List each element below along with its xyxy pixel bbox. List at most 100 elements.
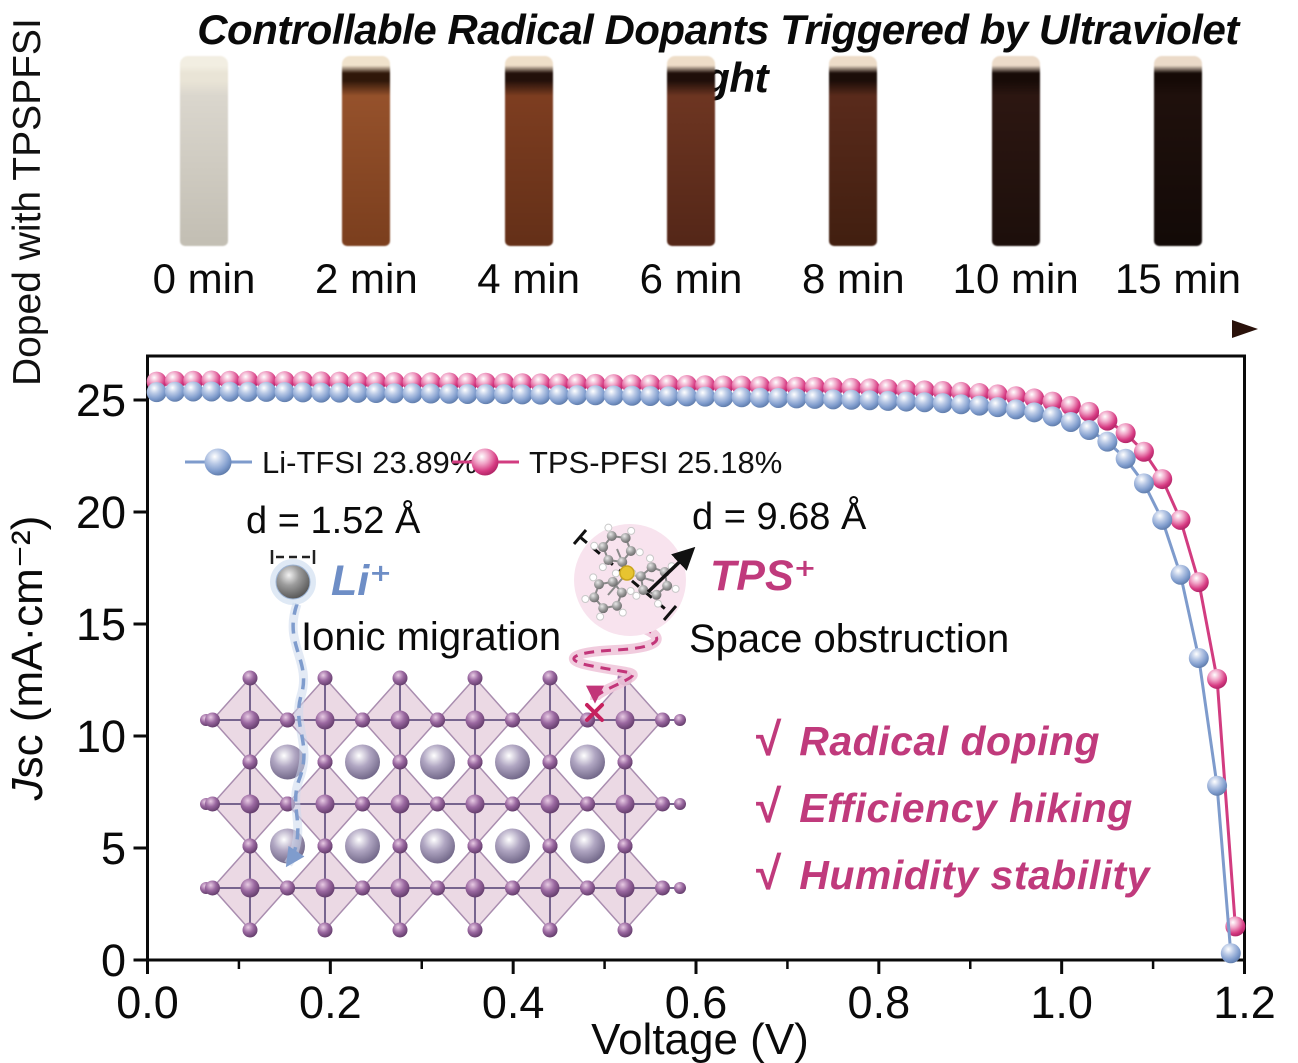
check-icon: √: [756, 780, 782, 832]
data-point-marker: [219, 381, 240, 402]
y-tick-label: 20: [76, 487, 126, 538]
data-point-marker: [329, 382, 350, 403]
data-point-marker: [987, 397, 1008, 418]
data-point-marker: [274, 382, 295, 403]
data-point-marker: [238, 381, 259, 402]
data-point-marker: [1024, 402, 1045, 423]
benefits-checklist: √ Radical doping √ Efficiency hiking √ Humidi…: [756, 712, 1150, 913]
vial-photo: [342, 56, 391, 246]
series-li-tfsi: [146, 381, 1241, 964]
y-tick-label: 25: [76, 375, 126, 426]
checklist-item: √ Efficiency hiking: [756, 779, 1150, 846]
data-point-marker: [823, 389, 844, 410]
data-point-marker: [164, 381, 185, 402]
vial-time-label: 15 min: [1114, 255, 1241, 302]
data-point-marker: [347, 382, 368, 403]
data-point-marker: [1060, 395, 1081, 416]
data-point-marker: [786, 388, 807, 409]
data-point-marker: [640, 385, 661, 406]
data-point-marker: [859, 390, 880, 411]
data-point-marker: [658, 386, 679, 407]
data-point-marker: [1024, 388, 1045, 409]
x-tick-label: 1.2: [1213, 977, 1276, 1028]
data-point-marker: [512, 384, 533, 405]
x-tick-label: 0.2: [299, 977, 362, 1028]
data-point-marker: [1097, 431, 1118, 452]
data-point-marker: [1005, 399, 1026, 420]
tps-size-arrow-icon: [646, 546, 696, 594]
time-progress-arrow: [138, 320, 1258, 338]
data-point-marker: [1207, 668, 1228, 689]
data-point-marker: [530, 384, 551, 405]
data-point-marker: [548, 384, 569, 405]
data-point-marker: [1042, 406, 1063, 427]
vial-item: 15 min: [1112, 56, 1244, 303]
data-point-marker: [494, 384, 515, 405]
data-point-marker: [475, 384, 496, 405]
y-tick-label: 0: [101, 935, 126, 986]
x-tick-label: 0.4: [482, 977, 545, 1028]
legend-label: Li-TFSI 23.89%: [262, 445, 477, 480]
data-point-marker: [1152, 509, 1173, 530]
vial-item: 8 min: [787, 56, 919, 303]
data-point-marker: [183, 381, 204, 402]
data-point-marker: [457, 383, 478, 404]
vial-time-label: 4 min: [477, 255, 580, 302]
vial-item: 0 min: [138, 56, 270, 303]
data-point-marker: [1042, 391, 1063, 412]
vial-photo: [991, 56, 1040, 246]
data-point-marker: [384, 383, 405, 404]
legend-item: TPS-PFSI 25.18%: [452, 445, 782, 480]
data-point-marker: [1188, 648, 1209, 669]
data-point-marker: [292, 382, 313, 403]
x-tick-label: 0.0: [116, 977, 179, 1028]
data-point-marker: [567, 385, 588, 406]
data-point-marker: [695, 386, 716, 407]
li-ion-illustration: [270, 550, 316, 605]
data-point-marker: [1152, 469, 1173, 490]
data-point-marker: [1115, 448, 1136, 469]
checklist-item: √ Humidity stability: [756, 846, 1150, 913]
legend-item: Li-TFSI 23.89%: [185, 445, 477, 480]
legend-marker-icon: [204, 448, 232, 476]
data-point-marker: [713, 387, 734, 408]
space-obstruction-label: Space obstruction: [689, 617, 1010, 661]
data-point-marker: [1079, 420, 1100, 441]
vial-item: 10 min: [950, 56, 1082, 303]
x-tick-label: 0.6: [665, 977, 728, 1028]
legend-label: TPS-PFSI 25.18%: [529, 445, 782, 480]
data-point-marker: [969, 395, 990, 416]
perovskite-lattice-illustration: [200, 670, 686, 938]
x-axis-title: Voltage (V): [591, 1015, 809, 1063]
legend: Li-TFSI 23.89% TPS-PFSI 25.18%: [185, 445, 782, 480]
ionic-migration-label: Ionic migration: [301, 615, 562, 659]
check-icon: √: [756, 847, 782, 899]
x-axis: 0.0 0.2 0.4 0.6 0.8 1.0 1.2 Voltage (V): [116, 960, 1276, 1063]
data-point-marker: [366, 383, 387, 404]
data-point-marker: [1079, 401, 1100, 422]
y-axis-title: Jsc (mA·cm⁻²): [3, 516, 52, 802]
check-icon: √: [756, 713, 782, 765]
data-point-marker: [1170, 509, 1191, 530]
tps-molecule-illustration: [572, 523, 696, 636]
y-tick-label: 15: [76, 599, 126, 650]
lattice-atoms: [200, 670, 686, 938]
data-point-marker: [201, 381, 222, 402]
vial-photo: [1153, 56, 1202, 246]
data-point-marker: [603, 385, 624, 406]
vial-photo: [504, 56, 553, 246]
x-tick-label: 1.0: [1030, 977, 1093, 1028]
data-point-marker: [1115, 423, 1136, 444]
data-point-marker: [951, 394, 972, 415]
data-point-marker: [804, 388, 825, 409]
data-point-marker: [1207, 775, 1228, 796]
data-point-marker: [1220, 943, 1241, 964]
data-point-marker: [1170, 564, 1191, 585]
y-tick-label: 10: [76, 711, 126, 762]
data-point-marker: [877, 390, 898, 411]
jv-plot: 0.0 0.2 0.4 0.6 0.8 1.0 1.2 Voltage (V) 0 5 10 15 20…: [3, 354, 1276, 1063]
vial-time-label: 8 min: [801, 255, 905, 302]
data-point-marker: [841, 389, 862, 410]
data-point-marker: [896, 391, 917, 412]
